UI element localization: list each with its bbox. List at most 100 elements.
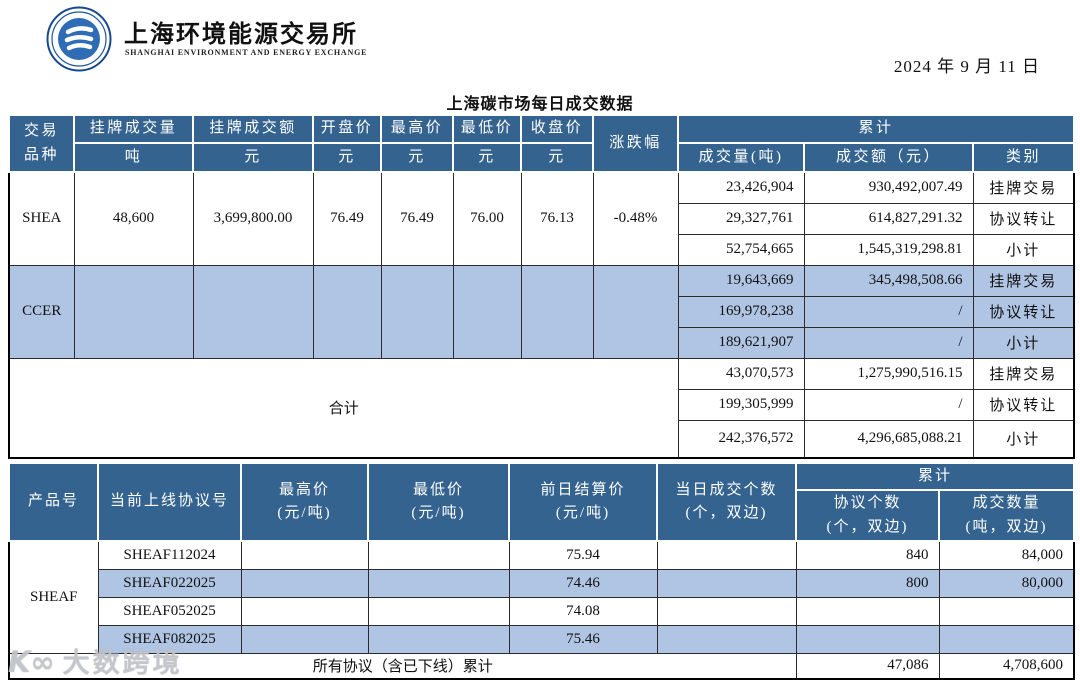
t1-ccer-row-3: 189,621,907 / 小计 [9, 326, 1075, 359]
agreements-table: 产品号 当前上线协议号 最高价 (元/吨) 最低价 (元/吨) 前日结算价 (元/吨)… [8, 462, 1076, 680]
t1-ccer-volume [73, 264, 194, 359]
t1-ccer-cum-vol: 169,978,238 [677, 295, 805, 328]
t1-ccer-high [380, 264, 454, 359]
t1-header-close-unit: 元 [520, 142, 594, 173]
t1-total-label: 合计 [8, 357, 679, 459]
t1-ccer-cum-vol: 189,621,907 [677, 326, 805, 359]
t1-header-open-unit: 元 [312, 142, 382, 173]
t2-today-count [656, 568, 797, 598]
t1-shea-cum-amt: 930,492,007.49 [803, 171, 974, 204]
t2-low [367, 596, 510, 626]
watermark: K∞ 大数跨境 [8, 641, 183, 680]
t2-row-2: SHEAF022025 74.46 800 80,000 [9, 568, 1075, 598]
t2-header-low: 最低价 (元/吨) [367, 462, 510, 542]
t1-shea-cum-cat: 挂牌交易 [972, 171, 1075, 204]
t1-header-listed-amount: 挂牌成交额 [192, 114, 314, 144]
t1-header-high-unit: 元 [380, 142, 454, 173]
t1-shea-open: 76.49 [312, 171, 382, 266]
t1-header-low-unit: 元 [452, 142, 522, 173]
t2-cum-count [795, 624, 940, 654]
t2-product-name: SHEAF [8, 540, 99, 654]
t1-shea-close: 76.13 [520, 171, 594, 266]
t2-agreement-code: SHEAF112024 [97, 540, 242, 570]
t2-today-count [656, 624, 797, 654]
t1-header-cum-amount: 成交额（元） [803, 142, 974, 173]
t2-row-3: SHEAF052025 74.08 [9, 596, 1075, 626]
t2-today-count [656, 540, 797, 570]
t2-high [240, 568, 369, 598]
t1-total-cum-amt: / [803, 388, 974, 421]
org-subtitle: SHANGHAI ENVIRONMENT AND ENERGY EXCHANGE [125, 48, 368, 57]
t2-header-high: 最高价 (元/吨) [240, 462, 369, 542]
t1-header-change: 涨跌幅 [592, 114, 679, 173]
t2-cum-qty: 80,000 [938, 568, 1075, 598]
t1-shea-name: SHEA [8, 171, 75, 266]
t2-agreement-code: SHEAF052025 [97, 596, 242, 626]
t1-total-row-1: 合计 43,070,573 1,275,990,516.15 挂牌交易 [8, 357, 1075, 459]
t1-header-close: 收盘价 [520, 114, 594, 144]
t2-cum-qty [938, 596, 1075, 626]
t2-header-today-count: 当日成交个数 (个，双边) [656, 462, 797, 542]
t1-shea-amount: 3,699,800.00 [192, 171, 314, 266]
t2-agreement-code: SHEAF022025 [97, 568, 242, 598]
t2-cum-count: 840 [795, 540, 940, 570]
t2-row-4: SHEAF082025 75.46 [9, 624, 1075, 654]
t1-shea-cum-vol: 29,327,761 [677, 202, 805, 235]
t2-header-cum-qty: 成交数量 (吨，双边) [937, 489, 1076, 542]
t2-low [367, 624, 510, 654]
t1-shea-cum-vol: 52,754,665 [677, 233, 805, 266]
t1-header-variety: 交易 品种 [8, 114, 75, 173]
t2-cum-count [795, 596, 940, 626]
t1-header-low: 最低价 [452, 114, 522, 144]
t1-header-open: 开盘价 [312, 114, 382, 144]
t1-total-cum-amt: 4,296,685,088.21 [803, 419, 974, 459]
t1-ccer-close [520, 264, 594, 359]
t1-header-cumulative: 累计 [676, 114, 1076, 144]
t1-shea-cum-amt: 1,545,319,298.81 [803, 233, 974, 266]
t2-footer-cum-count: 47,086 [795, 652, 940, 680]
t2-high [240, 624, 369, 654]
t1-total-cum-cat: 挂牌交易 [972, 357, 1075, 390]
t1-total-cum-vol: 199,305,999 [677, 388, 805, 421]
t1-ccer-amount [192, 264, 314, 359]
t1-header-category: 类别 [971, 142, 1076, 173]
t1-ccer-name: CCER [8, 264, 75, 359]
t1-total-cum-cat: 小计 [972, 419, 1075, 459]
t2-cum-count: 800 [795, 568, 940, 598]
t1-shea-cum-amt: 614,827,291.32 [803, 202, 974, 235]
t1-ccer-cum-amt: / [803, 295, 974, 328]
t2-high [240, 540, 369, 570]
t2-prev-settle: 75.46 [508, 624, 658, 654]
t2-low [367, 540, 510, 570]
t1-shea-low: 76.00 [452, 171, 522, 266]
t2-today-count [656, 596, 797, 626]
t1-total-row-2: 199,305,999 / 协议转让 [9, 388, 1075, 421]
t1-shea-row-2: 29,327,761 614,827,291.32 协议转让 [9, 202, 1075, 235]
t1-ccer-cum-amt: 345,498,508.66 [803, 264, 974, 297]
t2-prev-settle: 74.46 [508, 568, 658, 598]
t1-ccer-change [592, 264, 679, 359]
t2-header-cumulative: 累计 [794, 462, 1076, 491]
daily-market-table: 交易 品种 挂牌成交量 挂牌成交额 开盘价 最高价 最低价 收盘价 涨跌幅 累计 … [8, 114, 1076, 459]
t1-ccer-cum-vol: 19,643,669 [677, 264, 805, 297]
t1-header-volume-unit: 吨 [73, 142, 194, 173]
t2-footer-row: 所有协议（含已下线）累计 47,086 4,708,600 [8, 652, 1075, 680]
t2-cum-qty [938, 624, 1075, 654]
t1-total-cum-amt: 1,275,990,516.15 [803, 357, 974, 390]
t1-ccer-row-2: 169,978,238 / 协议转让 [9, 295, 1075, 328]
t1-header-listed-volume: 挂牌成交量 [73, 114, 194, 144]
t1-shea-high: 76.49 [380, 171, 454, 266]
t1-ccer-cum-cat: 小计 [972, 326, 1075, 359]
report-title: 上海碳市场每日成交数据 [446, 96, 634, 113]
t1-total-cum-vol: 242,376,572 [677, 419, 805, 459]
t1-ccer-row-1: CCER 19,643,669 345,498,508.66 挂牌交易 [8, 264, 1075, 359]
t1-total-row-3: 242,376,572 4,296,685,088.21 小计 [9, 419, 1075, 459]
watermark-logo-icon: K∞ [8, 645, 55, 679]
t1-shea-volume: 48,600 [73, 171, 194, 266]
t1-shea-row-1: SHEA 48,600 3,699,800.00 76.49 76.49 76.… [8, 171, 1075, 266]
t2-footer-cum-qty: 4,708,600 [938, 652, 1075, 680]
t2-header-agreement: 当前上线协议号 [97, 462, 242, 542]
t1-header-high: 最高价 [380, 114, 454, 144]
t1-shea-row-3: 52,754,665 1,545,319,298.81 小计 [9, 233, 1075, 266]
